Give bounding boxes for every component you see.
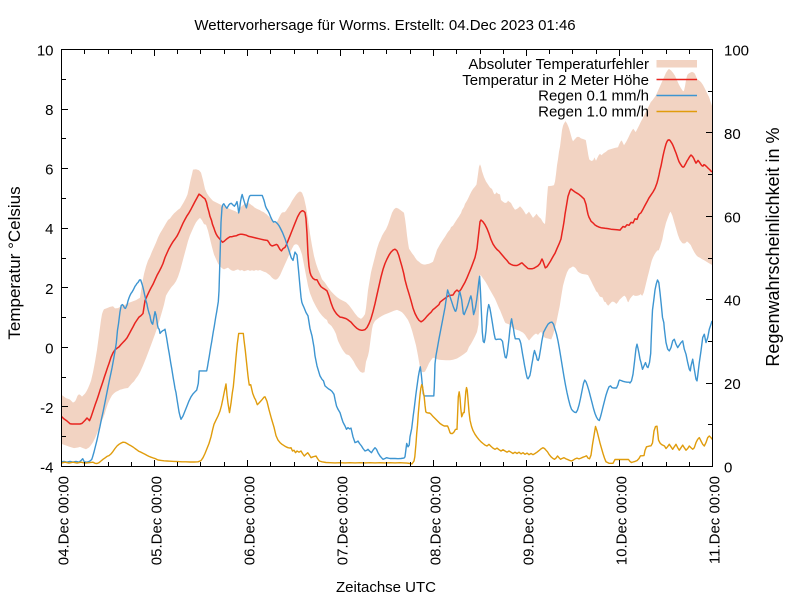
svg-text:07.Dec 00:00: 07.Dec 00:00 [335,476,352,565]
svg-text:06.Dec 00:00: 06.Dec 00:00 [242,476,259,565]
svg-text:Zeitachse UTC: Zeitachse UTC [336,579,436,596]
svg-text:04.Dec 00:00: 04.Dec 00:00 [56,476,73,565]
svg-text:11.Dec 00:00: 11.Dec 00:00 [707,476,724,564]
svg-text:2: 2 [45,281,53,298]
svg-text:09.Dec 00:00: 09.Dec 00:00 [521,476,538,565]
svg-text:Temperatur in 2 Meter Höhe: Temperatur in 2 Meter Höhe [462,72,649,89]
svg-text:Absoluter Temperaturfehler: Absoluter Temperaturfehler [468,56,649,73]
svg-text:40: 40 [724,293,741,310]
svg-text:Regenwahrscheinlichkeit in %: Regenwahrscheinlichkeit in % [763,127,783,366]
svg-text:Wettervorhersage für Worms. Er: Wettervorhersage für Worms. Erstellt: 04… [194,17,575,34]
svg-text:-2: -2 [40,400,53,417]
svg-text:08.Dec 00:00: 08.Dec 00:00 [428,476,445,565]
svg-text:100: 100 [724,43,749,60]
svg-text:4: 4 [45,221,53,238]
svg-text:20: 20 [724,376,741,393]
svg-text:Regen 1.0 mm/h: Regen 1.0 mm/h [538,103,649,120]
svg-text:10.Dec 00:00: 10.Dec 00:00 [614,476,631,565]
svg-text:Regen 0.1 mm/h: Regen 0.1 mm/h [538,88,649,105]
svg-text:0: 0 [724,460,732,477]
svg-text:80: 80 [724,126,741,143]
svg-text:Temperatur °Celsius: Temperatur °Celsius [5,186,24,339]
svg-text:60: 60 [724,209,741,226]
svg-text:05.Dec 00:00: 05.Dec 00:00 [149,476,166,565]
svg-text:0: 0 [45,340,53,357]
svg-text:8: 8 [45,102,53,119]
svg-text:-4: -4 [40,460,53,477]
svg-text:6: 6 [45,162,53,179]
svg-text:10: 10 [37,43,54,60]
